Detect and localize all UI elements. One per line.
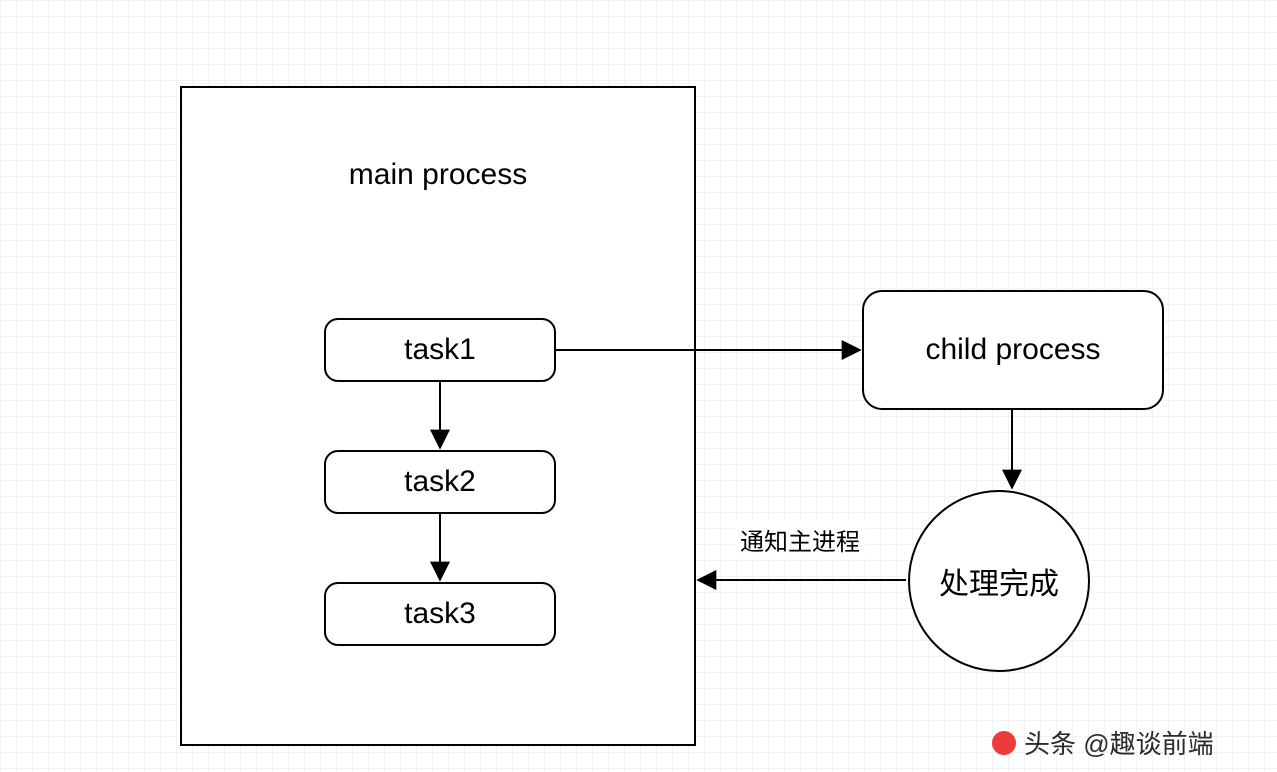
child-process-box: child process xyxy=(862,290,1164,410)
main-process-label: main process xyxy=(349,158,527,192)
task2-box: task2 xyxy=(324,450,556,514)
diagram-canvas: main process task1 task2 task3 child pro… xyxy=(0,0,1277,772)
task1-box: task1 xyxy=(324,318,556,382)
child-process-label: child process xyxy=(925,333,1100,367)
task3-label: task3 xyxy=(404,597,476,631)
task1-label: task1 xyxy=(404,333,476,367)
watermark-dot-icon xyxy=(992,731,1016,755)
done-circle: 处理完成 xyxy=(908,490,1090,672)
watermark-text: 头条 @趣谈前端 xyxy=(1024,724,1214,761)
task2-label: task2 xyxy=(404,465,476,499)
watermark: 头条 @趣谈前端 xyxy=(992,724,1214,761)
edge-done-main-label: 通知主进程 xyxy=(734,520,866,559)
done-label: 处理完成 xyxy=(939,559,1059,603)
task3-box: task3 xyxy=(324,582,556,646)
main-process-box: main process xyxy=(180,86,696,746)
